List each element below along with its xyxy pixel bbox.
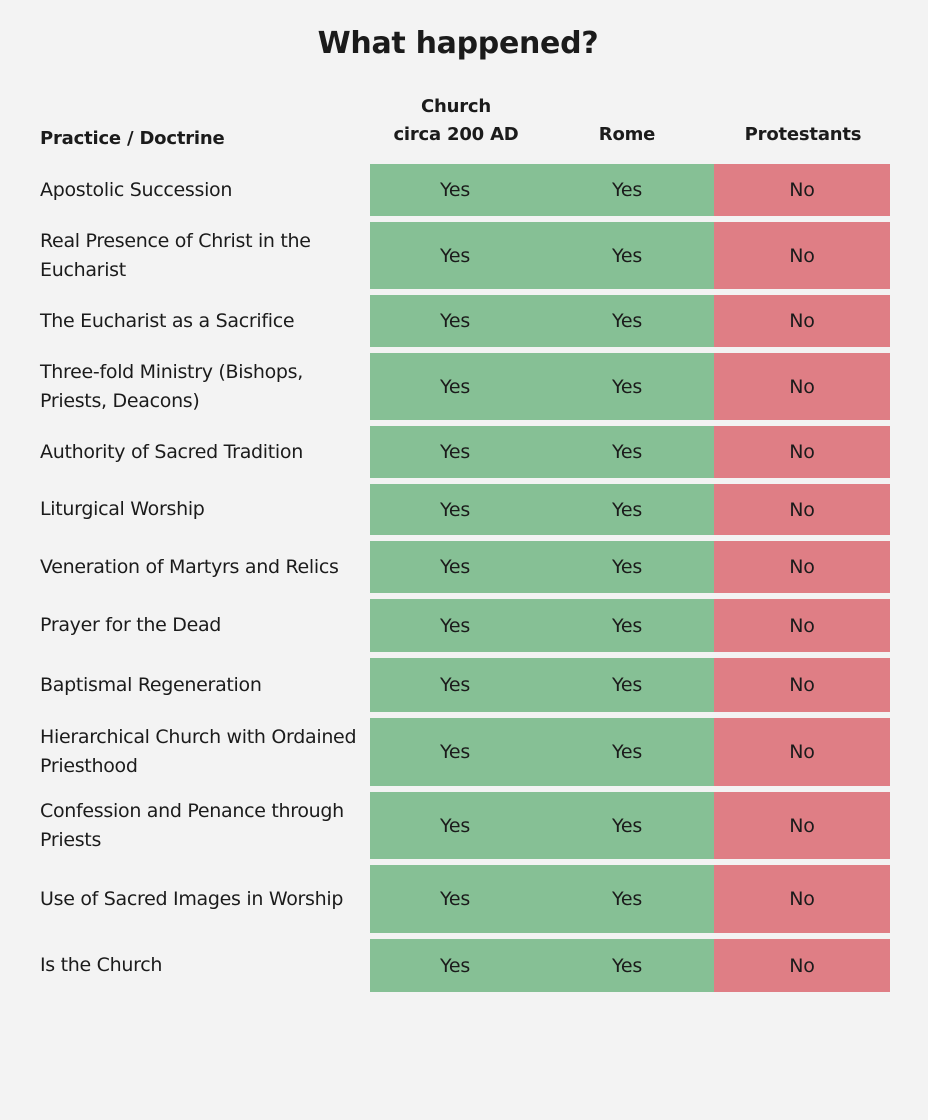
protestants-cell: No <box>714 599 890 652</box>
header-practice-doctrine: Practice / Doctrine <box>40 128 225 149</box>
rome-cell: Yes <box>540 599 714 652</box>
practice-label: Is the Church <box>40 954 163 976</box>
church-cell: Yes <box>370 865 540 933</box>
church-cell: Yes <box>370 541 540 593</box>
practice-label: Apostolic Succession <box>40 178 233 201</box>
rome-cell: Yes <box>540 484 714 535</box>
rome-cell: Yes <box>540 658 714 712</box>
practice-label: Authority of Sacred Tradition <box>40 440 303 463</box>
church-cell: Yes <box>370 164 540 216</box>
protestants-cell: No <box>714 426 890 478</box>
table-row: The Eucharist as a Sacrifice Yes Yes No <box>40 289 892 347</box>
rome-cell: Yes <box>540 792 714 859</box>
church-cell: Yes <box>370 295 540 347</box>
rome-cell: Yes <box>540 865 714 933</box>
table-row: Baptismal Regeneration Yes Yes No <box>40 652 892 712</box>
table-row: Apostolic Succession Yes Yes No <box>40 164 892 216</box>
header-church-line1: Church <box>420 96 491 117</box>
table-header: Practice / Doctrine Church circa 200 AD … <box>40 94 892 164</box>
table-row: Use of Sacred Images in Worship Yes Yes No <box>40 859 892 933</box>
church-cell: Yes <box>370 599 540 652</box>
header-church-line2: circa 200 AD <box>393 124 519 145</box>
practice-label: Real Presence of Christ in the Eucharist <box>40 229 311 281</box>
protestants-cell: No <box>714 658 890 712</box>
table-row: Is the Church Yes Yes No <box>40 933 892 992</box>
practice-label: The Eucharist as a Sacrifice <box>40 309 295 332</box>
table-body: Apostolic Succession Yes Yes No Real Presenc… <box>40 164 892 992</box>
rome-cell: Yes <box>540 295 714 347</box>
table-row: Authority of Sacred Tradition Yes Yes No <box>40 420 892 478</box>
table-row: Confession and Penance through Priests Ye… <box>40 786 892 859</box>
church-cell: Yes <box>370 658 540 712</box>
church-cell: Yes <box>370 718 540 786</box>
header-rome: Rome <box>598 124 656 145</box>
church-cell: Yes <box>370 939 540 992</box>
practice-label: Liturgical Worship <box>40 498 205 520</box>
rome-cell: Yes <box>540 718 714 786</box>
protestants-cell: No <box>714 718 890 786</box>
church-cell: Yes <box>370 484 540 535</box>
header-church-circa-200-ad: Church circa 200 AD <box>372 94 540 164</box>
practice-label: Three-fold Ministry (Bishops, Priests, D… <box>40 360 303 412</box>
practice-label: Confession and Penance through Priests <box>40 799 344 851</box>
protestants-cell: No <box>714 939 890 992</box>
protestants-cell: No <box>714 295 890 347</box>
practice-label: Veneration of Martyrs and Relics <box>40 555 339 578</box>
comparison-table: Practice / Doctrine Church circa 200 AD … <box>40 94 892 992</box>
protestants-cell: No <box>714 222 890 289</box>
practice-label: Prayer for the Dead <box>40 614 222 636</box>
church-cell: Yes <box>370 792 540 859</box>
rome-cell: Yes <box>540 353 714 420</box>
rome-cell: Yes <box>540 164 714 216</box>
table-row: Three-fold Ministry (Bishops, Priests, D… <box>40 347 892 420</box>
church-cell: Yes <box>370 222 540 289</box>
rome-cell: Yes <box>540 939 714 992</box>
protestants-cell: No <box>714 484 890 535</box>
table-row: Prayer for the Dead Yes Yes No <box>40 593 892 652</box>
table-row: Real Presence of Christ in the Eucharist… <box>40 216 892 289</box>
protestants-cell: No <box>714 541 890 593</box>
protestants-cell: No <box>714 792 890 859</box>
table-row: Hierarchical Church with Ordained Priest… <box>40 712 892 786</box>
header-protestants: Protestants <box>744 124 862 145</box>
rome-cell: Yes <box>540 541 714 593</box>
protestants-cell: No <box>714 865 890 933</box>
protestants-cell: No <box>714 353 890 420</box>
practice-label: Use of Sacred Images in Worship <box>40 887 344 910</box>
practice-label: Hierarchical Church with Ordained Priest… <box>40 726 357 777</box>
table-row: Liturgical Worship Yes Yes No <box>40 478 892 535</box>
church-cell: Yes <box>370 353 540 420</box>
rome-cell: Yes <box>540 222 714 289</box>
protestants-cell: No <box>714 164 890 216</box>
table-row: Veneration of Martyrs and Relics Yes Yes No <box>40 535 892 593</box>
rome-cell: Yes <box>540 426 714 478</box>
practice-label: Baptismal Regeneration <box>40 673 262 696</box>
page-title: What happened? <box>317 26 599 61</box>
church-cell: Yes <box>370 426 540 478</box>
